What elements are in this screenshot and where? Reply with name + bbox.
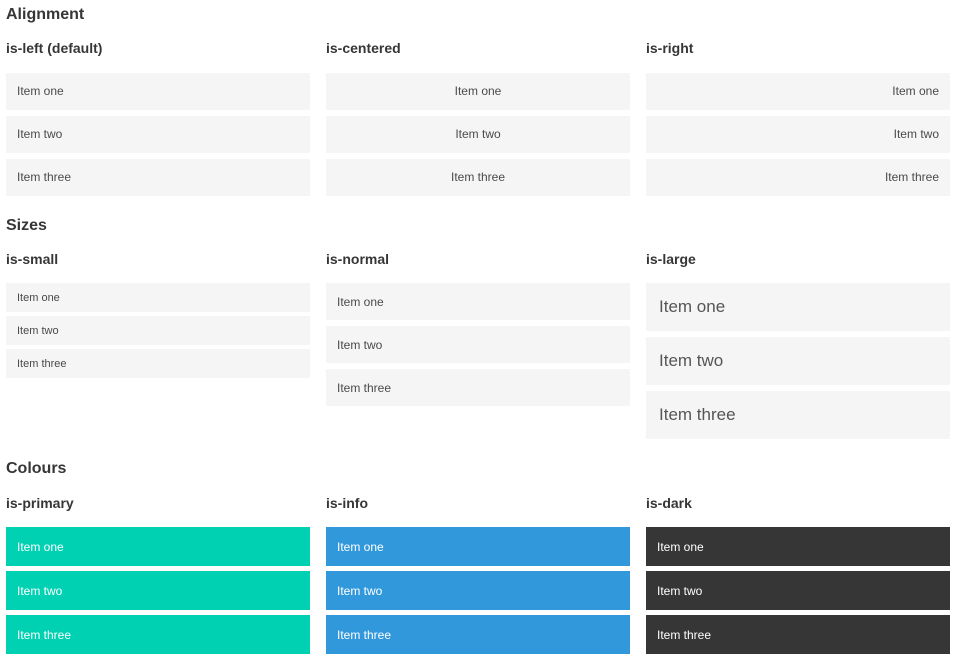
column-subtitle: is-centered — [326, 40, 401, 57]
column-subtitle: is-right — [646, 40, 694, 57]
item-list: Item one Item two Item three — [326, 283, 630, 407]
list-item: Item two — [326, 571, 630, 611]
sizes-row: is-small Item one Item two Item three is… — [6, 251, 950, 446]
section-alignment: Alignment is-left (default) Item one Ite… — [6, 5, 950, 202]
column-is-large: is-large Item one Item two Item three — [646, 251, 950, 446]
list-item: Item three — [326, 158, 630, 196]
item-list: Item one Item two Item three — [326, 72, 630, 196]
list-item: Item one — [326, 527, 630, 567]
list-item: Item three — [6, 349, 310, 379]
alignment-row: is-left (default) Item one Item two Item… — [6, 40, 950, 202]
list-item: Item one — [646, 72, 950, 110]
list-item: Item three — [6, 158, 310, 196]
section-colours: Colours is-primary Item one Item two Ite… — [6, 459, 950, 659]
list-item: Item two — [6, 571, 310, 611]
list-item: Item two — [326, 115, 630, 153]
list-item: Item three — [6, 615, 310, 655]
column-subtitle: is-normal — [326, 250, 390, 267]
column-subtitle: is-dark — [646, 494, 692, 511]
list-item: Item three — [646, 391, 950, 440]
column-subtitle: is-left (default) — [6, 40, 103, 57]
item-list: Item one Item two Item three — [6, 283, 310, 379]
list-item: Item two — [326, 326, 630, 364]
column-is-dark: is-dark Item one Item two Item three — [646, 495, 950, 660]
list-item: Item one — [6, 527, 310, 567]
list-item: Item three — [646, 158, 950, 196]
list-item: Item three — [646, 615, 950, 655]
column-is-info: is-info Item one Item two Item three — [326, 495, 630, 660]
list-item: Item two — [646, 337, 950, 386]
list-item: Item one — [6, 283, 310, 313]
list-item: Item one — [6, 72, 310, 110]
list-item: Item two — [6, 316, 310, 346]
column-subtitle: is-small — [6, 250, 59, 267]
item-list: Item one Item two Item three — [326, 527, 630, 655]
item-list: Item one Item two Item three — [6, 527, 310, 655]
column-subtitle: is-primary — [6, 494, 74, 511]
list-item: Item one — [326, 72, 630, 110]
list-item: Item three — [326, 615, 630, 655]
column-is-primary: is-primary Item one Item two Item three — [6, 495, 310, 660]
column-is-left: is-left (default) Item one Item two Item… — [6, 40, 310, 202]
column-is-centered: is-centered Item one Item two Item three — [326, 40, 630, 202]
column-is-right: is-right Item one Item two Item three — [646, 40, 950, 202]
item-list: Item one Item two Item three — [6, 72, 310, 196]
list-item: Item one — [646, 283, 950, 332]
section-sizes: Sizes is-small Item one Item two Item th… — [6, 216, 950, 446]
column-is-normal: is-normal Item one Item two Item three — [326, 251, 630, 446]
list-item: Item two — [646, 115, 950, 153]
list-item: Item three — [326, 369, 630, 407]
item-list: Item one Item two Item three — [646, 72, 950, 196]
column-subtitle: is-info — [326, 494, 368, 511]
list-item: Item two — [646, 571, 950, 611]
item-list: Item one Item two Item three — [646, 283, 950, 440]
column-is-small: is-small Item one Item two Item three — [6, 251, 310, 446]
section-title: Alignment — [6, 6, 85, 23]
colours-row: is-primary Item one Item two Item three … — [6, 495, 950, 660]
list-item: Item one — [646, 527, 950, 567]
list-item: Item two — [6, 115, 310, 153]
column-subtitle: is-large — [646, 250, 696, 267]
item-list: Item one Item two Item three — [646, 527, 950, 655]
list-item: Item one — [326, 283, 630, 321]
section-title: Sizes — [6, 216, 47, 234]
section-title: Colours — [6, 460, 67, 478]
